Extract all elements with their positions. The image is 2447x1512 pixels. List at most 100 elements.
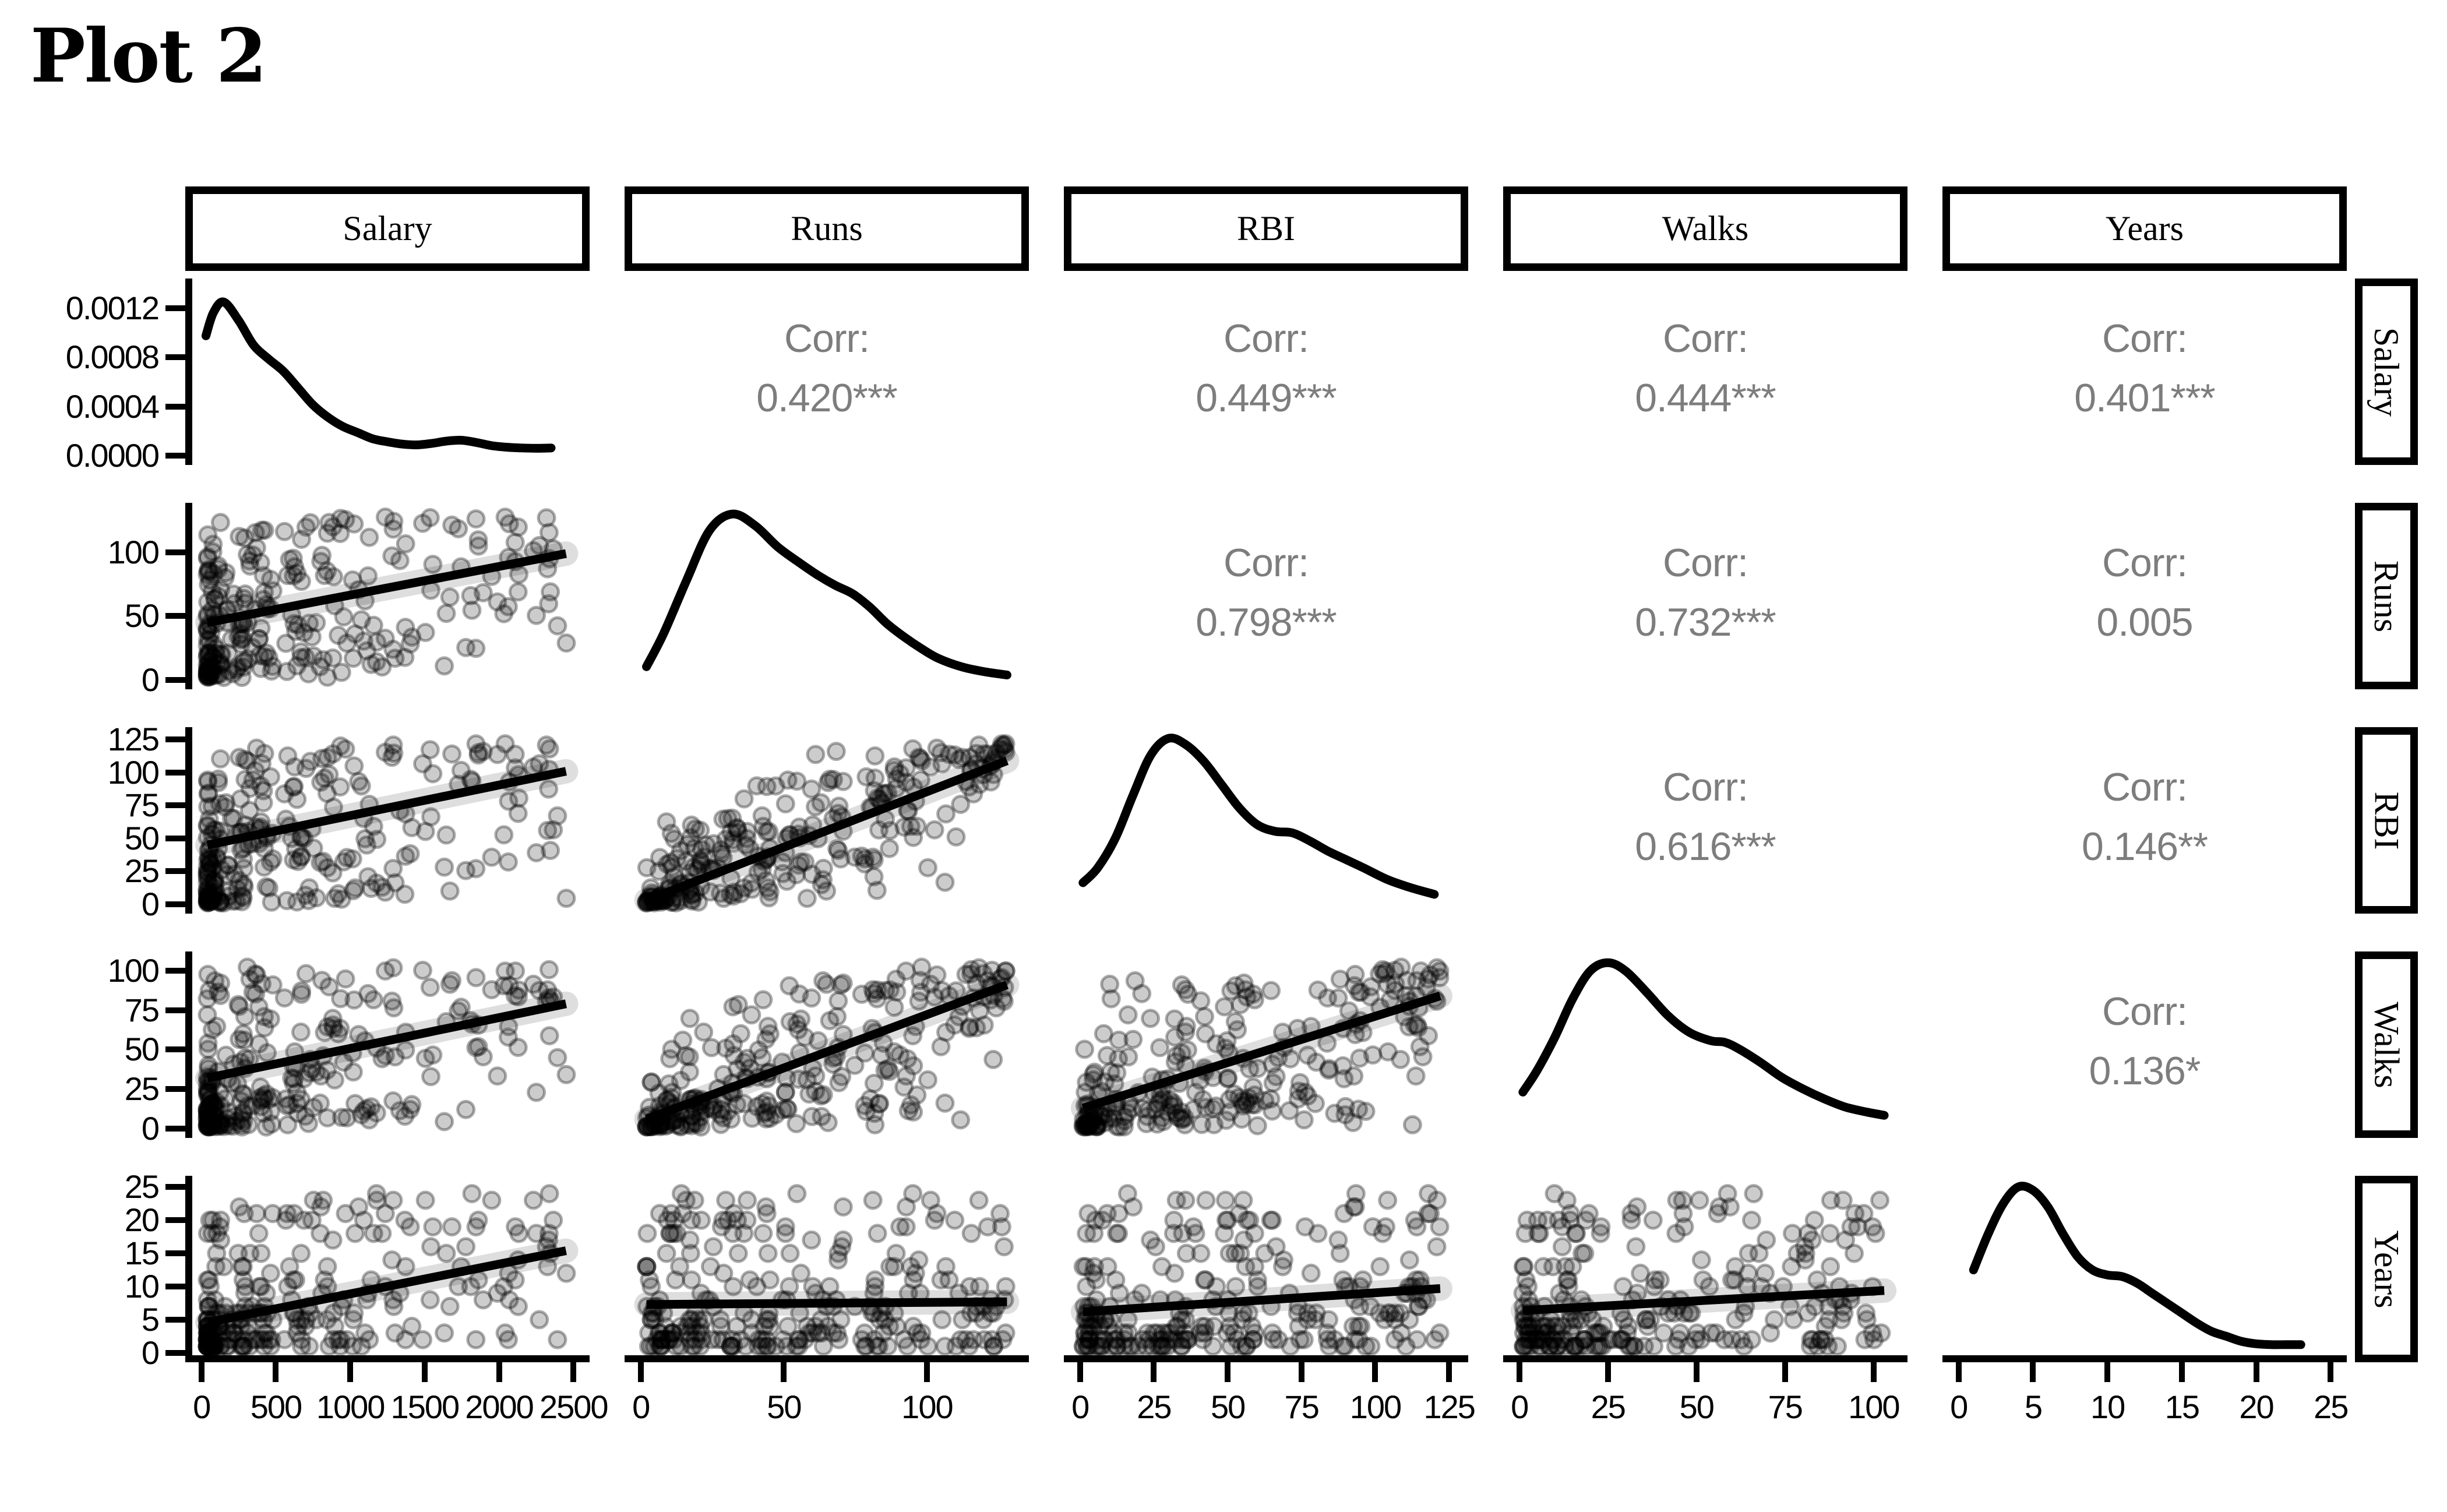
corr-value-runs-years: 0.005 xyxy=(2096,600,2193,645)
scatter-svg xyxy=(195,734,579,913)
scatter-panel-years-vs-salary xyxy=(185,1176,590,1362)
density-curve-svg xyxy=(1078,734,1439,899)
y-tick-mark xyxy=(165,549,185,555)
scatter-panel-walks-vs-rbi xyxy=(1064,951,1468,1138)
x-tick-label: 25 xyxy=(1591,1388,1626,1425)
x-tick-label: 25 xyxy=(1137,1388,1172,1425)
x-tick-label: 2500 xyxy=(539,1388,609,1425)
x-tick-label: 100 xyxy=(901,1388,953,1425)
y-tick-mark xyxy=(165,1317,185,1323)
y-tick-mark xyxy=(165,1350,185,1356)
row-strip-label: Salary xyxy=(2367,327,2406,417)
corr-value-salary-walks: 0.444*** xyxy=(1635,376,1776,421)
row-strip-rbi: RBI xyxy=(2355,727,2418,914)
x-tick-mark xyxy=(421,1362,428,1382)
y-tick-mark xyxy=(165,1184,185,1190)
scatter-svg xyxy=(195,507,579,688)
x-tick-mark xyxy=(1446,1362,1452,1382)
scatter-panel-walks-vs-runs xyxy=(625,951,1029,1138)
y-tick-label: 0 xyxy=(141,1334,160,1371)
y-tick-mark xyxy=(165,802,185,809)
scatter-svg xyxy=(634,957,1020,1137)
corr-label: Corr: xyxy=(1662,765,1748,809)
corr-value-runs-walks: 0.732*** xyxy=(1635,600,1776,645)
corr-value-rbi-walks: 0.616*** xyxy=(1635,824,1776,869)
y-tick-label: 10 xyxy=(124,1268,160,1305)
y-tick-label: 50 xyxy=(124,819,160,857)
x-tick-label: 75 xyxy=(1768,1388,1803,1425)
y-tick-mark xyxy=(165,1250,185,1257)
scatter-svg xyxy=(634,734,1020,913)
scatter-svg xyxy=(195,1184,579,1356)
y-tick-mark xyxy=(165,868,185,875)
y-tick-label: 25 xyxy=(124,852,160,890)
y-tick-mark xyxy=(165,1046,185,1053)
y-tick-label: 125 xyxy=(107,721,160,758)
y-tick-label: 0.0008 xyxy=(65,339,160,376)
y-tick-label: 15 xyxy=(124,1235,160,1272)
column-strip-walks: Walks xyxy=(1503,186,1907,271)
y-axis-line xyxy=(185,727,192,914)
x-tick-label: 5 xyxy=(2024,1388,2043,1425)
x-tick-label: 50 xyxy=(767,1388,802,1425)
corr-cell-runs-rbi xyxy=(1064,503,1468,689)
y-tick-label: 75 xyxy=(124,787,160,824)
y-axis-line xyxy=(185,951,192,1138)
x-tick-mark xyxy=(273,1362,279,1382)
x-axis-line xyxy=(1503,1355,1907,1362)
x-tick-mark xyxy=(2104,1362,2111,1382)
y-tick-mark xyxy=(165,453,185,459)
x-tick-mark xyxy=(347,1362,354,1382)
plot-title: Plot 2 xyxy=(30,13,267,99)
x-tick-label: 20 xyxy=(2239,1388,2274,1425)
x-axis-line xyxy=(1064,1355,1468,1362)
x-tick-mark xyxy=(923,1362,930,1382)
y-tick-label: 100 xyxy=(107,533,160,570)
x-tick-label: 50 xyxy=(1679,1388,1715,1425)
y-tick-mark xyxy=(165,901,185,907)
y-tick-label: 5 xyxy=(141,1301,160,1338)
y-tick-label: 0.0012 xyxy=(65,289,160,326)
y-tick-mark xyxy=(165,305,185,311)
x-tick-mark xyxy=(496,1362,502,1382)
corr-cell-runs-years xyxy=(1942,503,2347,689)
corr-cell-salary-runs xyxy=(625,279,1029,465)
corr-cell-rbi-walks xyxy=(1503,727,1907,914)
x-tick-mark xyxy=(1605,1362,1611,1382)
x-tick-label: 0 xyxy=(1950,1388,1968,1425)
y-tick-mark xyxy=(165,736,185,743)
y-tick-label: 50 xyxy=(124,1031,160,1068)
y-axis-line xyxy=(185,279,192,465)
row-strip-salary: Salary xyxy=(2355,279,2418,465)
x-tick-label: 25 xyxy=(2314,1388,2349,1425)
x-tick-label: 0 xyxy=(1511,1388,1529,1425)
y-tick-label: 25 xyxy=(124,1168,160,1206)
corr-value-salary-rbi: 0.449*** xyxy=(1196,376,1337,421)
y-tick-label: 0 xyxy=(141,661,160,698)
y-tick-mark xyxy=(165,354,185,361)
x-tick-mark xyxy=(1782,1362,1788,1382)
y-axis-line xyxy=(185,503,192,689)
row-strip-label: Walks xyxy=(2367,1001,2406,1088)
y-tick-mark xyxy=(165,403,185,410)
scatter-svg xyxy=(634,1184,1020,1356)
row-strip-label: RBI xyxy=(2367,791,2406,850)
x-tick-mark xyxy=(1955,1362,1962,1382)
y-tick-label: 75 xyxy=(124,991,160,1028)
density-panel-rbi xyxy=(1064,727,1468,914)
column-strip-label: Years xyxy=(2106,209,2184,248)
row-strip-runs: Runs xyxy=(2355,503,2418,689)
x-tick-mark xyxy=(2328,1362,2334,1382)
x-tick-mark xyxy=(781,1362,787,1382)
column-strip-rbi: RBI xyxy=(1064,186,1468,271)
x-tick-mark xyxy=(637,1362,644,1382)
corr-label: Corr: xyxy=(1662,316,1748,361)
density-panel-years xyxy=(1942,1176,2347,1362)
column-strip-label: Salary xyxy=(343,209,432,248)
x-tick-mark xyxy=(2030,1362,2036,1382)
scatter-svg xyxy=(1070,957,1452,1137)
x-tick-mark xyxy=(1372,1362,1378,1382)
corr-value-salary-runs: 0.420*** xyxy=(756,376,898,421)
